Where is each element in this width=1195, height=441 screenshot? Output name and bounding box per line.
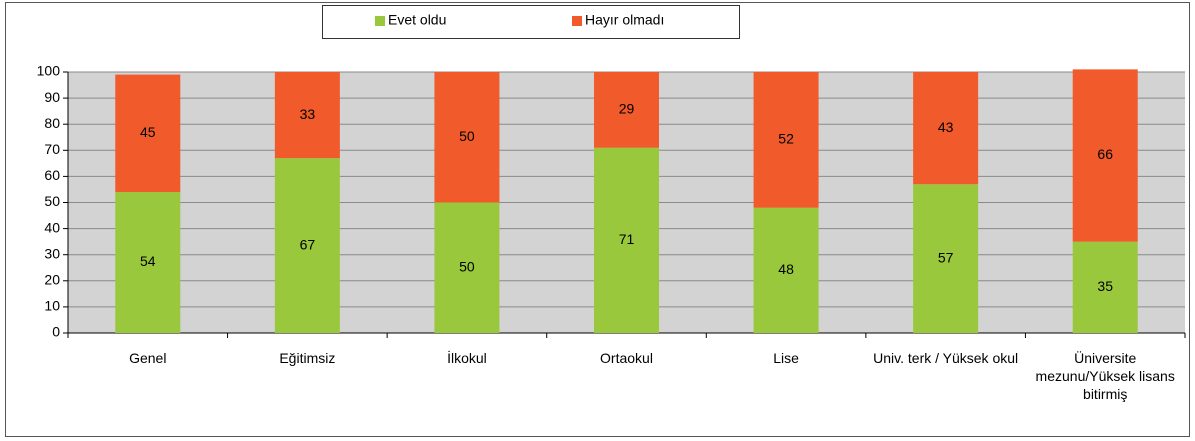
bar-segment (274, 158, 340, 333)
y-tick-label: 30 (44, 245, 60, 261)
legend-swatch (375, 16, 385, 26)
y-tick-label: 70 (44, 141, 60, 157)
data-label: 71 (619, 231, 635, 247)
data-label: 50 (459, 128, 475, 144)
x-tick-label: Eğitimsiz (279, 350, 336, 366)
bar-segment (594, 72, 659, 148)
data-label: 35 (1097, 278, 1113, 294)
bar-segment (1072, 241, 1138, 333)
data-label: 29 (619, 101, 635, 117)
y-tick-label: 60 (44, 167, 60, 183)
bar-segment (434, 72, 500, 203)
legend-label: Hayır olmadı (585, 12, 664, 28)
y-tick-label: 0 (52, 324, 60, 340)
bar-segment (913, 72, 979, 185)
y-tick-label: 90 (44, 89, 60, 105)
x-tick-label: Lise (773, 350, 799, 366)
y-tick-label: 50 (44, 193, 60, 209)
y-tick-label: 10 (44, 298, 60, 314)
bar-segment (753, 207, 819, 333)
x-tick-label: Ortaokul (600, 350, 653, 366)
legend-box (322, 5, 740, 39)
x-tick-label: İlkokul (447, 350, 487, 366)
data-label: 66 (1097, 146, 1113, 162)
bar-segment (115, 192, 181, 333)
x-tick-label: Genel (129, 350, 167, 366)
y-tick-label: 40 (44, 219, 60, 235)
y-tick-label: 80 (44, 115, 60, 131)
y-tick-label: 20 (44, 272, 60, 288)
data-label: 54 (140, 253, 156, 269)
data-label: 57 (938, 249, 954, 265)
data-label: 48 (778, 261, 794, 277)
legend-swatch (572, 16, 582, 26)
data-label: 45 (140, 124, 156, 140)
y-tick-label: 100 (37, 63, 61, 79)
bar-segment (753, 72, 819, 208)
data-label: 43 (938, 119, 954, 135)
x-tick-label: Üniversite mezunu/Yüksek lisans bitirmiş (1035, 350, 1175, 402)
bar-segment (434, 202, 500, 333)
bar-segment (913, 184, 979, 333)
data-label: 52 (778, 131, 794, 147)
data-label: 67 (300, 236, 316, 252)
bar-segment (274, 72, 340, 159)
x-tick-label: Univ. terk / Yüksek okul (873, 350, 1019, 366)
bar-segment (594, 147, 659, 333)
legend-label: Evet oldu (388, 12, 446, 28)
bar-segment (1072, 69, 1138, 242)
data-label: 33 (300, 106, 316, 122)
data-label: 50 (459, 258, 475, 274)
bar-segment (115, 74, 181, 193)
